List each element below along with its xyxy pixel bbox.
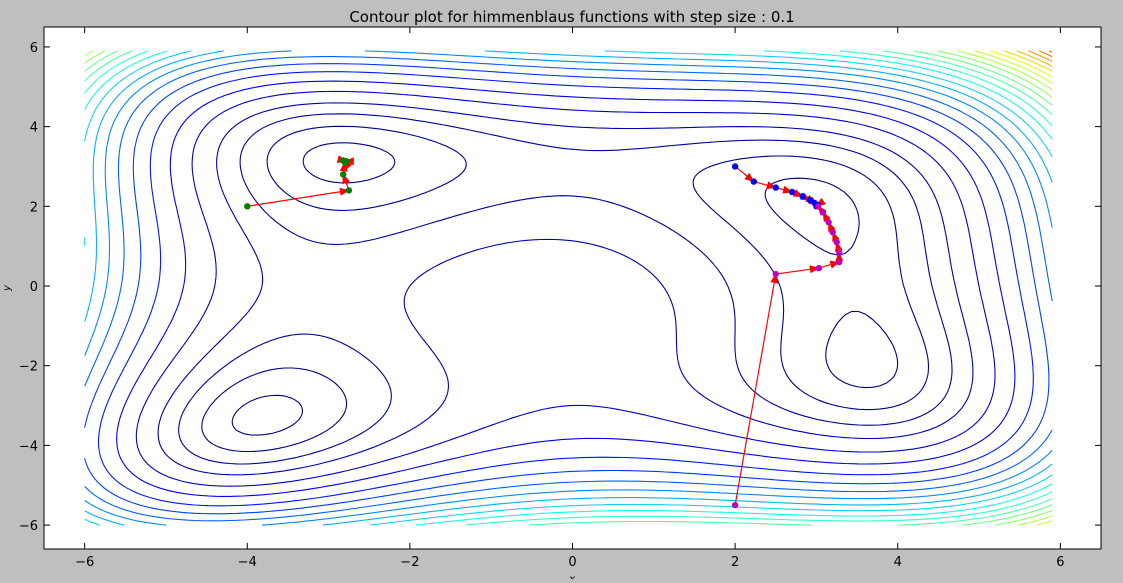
contour-level <box>135 90 996 487</box>
y-tick-label: 0 <box>30 280 38 295</box>
contour-level <box>84 50 1053 526</box>
contour-level <box>231 142 899 436</box>
descent-point <box>345 187 353 194</box>
descent-point <box>829 229 836 236</box>
contour-level <box>1048 50 1053 53</box>
chart-title: Contour plot for himmenblaus functions w… <box>349 8 794 26</box>
y-tick-label: −2 <box>19 360 38 375</box>
contour-level <box>84 63 1050 515</box>
contour-level <box>84 50 1053 526</box>
contour-level <box>84 50 1053 526</box>
x-tick-label: 0 <box>568 555 576 570</box>
descent-point <box>825 219 832 226</box>
descent-step-arrow <box>734 273 779 506</box>
y-axis-label: y <box>2 284 13 292</box>
descent-point <box>772 270 779 278</box>
contour-lines <box>84 50 1053 526</box>
descent-point <box>731 163 739 170</box>
descent-point <box>815 264 823 272</box>
descent-point <box>833 238 840 246</box>
descent-step-arrow <box>247 187 350 207</box>
x-tick-label: −4 <box>238 555 257 570</box>
x-axis-label: x <box>568 574 575 579</box>
descent-point <box>341 158 349 165</box>
plot-area <box>43 26 1102 550</box>
contour-level <box>990 50 1053 78</box>
x-tick-label: −2 <box>400 555 419 570</box>
y-tick-label: −4 <box>19 439 38 454</box>
contour-level <box>84 50 1053 526</box>
contour-level <box>201 125 930 453</box>
contour-level <box>974 50 1053 526</box>
axes: −6 −4 −2 0 2 4 6 −6 −4 −2 0 2 4 6 <box>19 27 1101 570</box>
descent-point <box>244 203 251 210</box>
descent-step-arrow <box>753 181 777 190</box>
x-tick-label: 6 <box>1056 555 1064 570</box>
descent-point <box>788 188 796 196</box>
y-tick-label: −6 <box>19 519 38 534</box>
descent-step-arrow <box>775 265 820 275</box>
y-tick-label: 6 <box>30 41 38 56</box>
contour-level <box>84 50 1053 526</box>
y-tick-label: 4 <box>30 121 38 136</box>
descent-point <box>772 184 779 191</box>
contour-level <box>84 50 1053 526</box>
contour-level <box>116 80 1016 497</box>
descent-paths <box>244 155 844 509</box>
contour-level <box>97 71 1034 507</box>
contour-level <box>84 50 1053 526</box>
descent-step-arrow <box>734 165 755 183</box>
contour-level <box>1038 50 1053 58</box>
descent-point <box>340 171 347 178</box>
x-tick-label: 2 <box>731 555 739 570</box>
descent-point <box>835 248 843 256</box>
contour-level <box>84 50 1053 526</box>
contour-level <box>84 56 1053 522</box>
descent-point <box>799 193 806 200</box>
contour-level <box>1016 50 1053 67</box>
descent-step-arrow <box>818 260 841 269</box>
contour-level <box>1004 50 1053 72</box>
x-tick-label: −6 <box>75 555 94 570</box>
descent-point <box>750 178 758 185</box>
descent-point <box>731 501 739 509</box>
contour-level <box>1028 50 1053 62</box>
descent-point <box>835 258 843 266</box>
x-tick-label: 4 <box>894 555 902 570</box>
y-tick-label: 2 <box>30 200 38 215</box>
descent-point <box>806 196 814 204</box>
contour-level <box>157 102 974 476</box>
descent-point <box>819 209 827 216</box>
contour-level <box>84 50 1053 526</box>
descent-point <box>814 203 822 210</box>
